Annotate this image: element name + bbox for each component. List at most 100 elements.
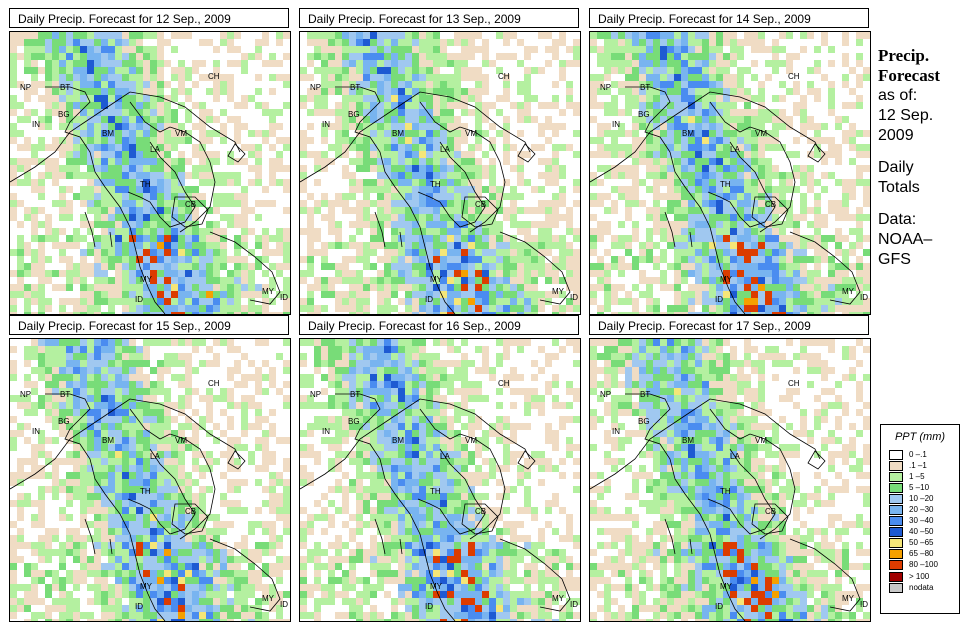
precip-cell	[66, 416, 73, 423]
precip-cell	[730, 207, 737, 214]
precip-cell	[262, 242, 269, 249]
precip-cell	[241, 256, 248, 263]
precip-cell	[143, 598, 150, 605]
precip-cell	[185, 137, 192, 144]
precip-cell	[730, 81, 737, 88]
precip-cell	[45, 228, 52, 235]
precip-cell	[108, 200, 115, 207]
precip-cell	[171, 584, 178, 591]
precip-cell	[150, 60, 157, 67]
precip-cell	[552, 207, 559, 214]
precip-cell	[38, 179, 45, 186]
precip-cell	[94, 214, 101, 221]
precip-cell	[342, 46, 349, 53]
precip-cell	[122, 116, 129, 123]
precip-cell	[419, 130, 426, 137]
precip-cell	[391, 291, 398, 298]
precip-cell	[38, 360, 45, 367]
precip-cell	[178, 249, 185, 256]
precip-cell	[454, 116, 461, 123]
precip-cell	[136, 598, 143, 605]
precip-cell	[419, 123, 426, 130]
precip-cell	[821, 32, 828, 39]
precip-cell	[213, 95, 220, 102]
precip-cell	[646, 151, 653, 158]
precip-cell	[178, 591, 185, 598]
precip-cell	[384, 116, 391, 123]
precip-cell	[136, 549, 143, 556]
precip-cell	[241, 591, 248, 598]
precip-cell	[793, 81, 800, 88]
precip-cell	[150, 549, 157, 556]
precip-cell	[314, 95, 321, 102]
precip-cell	[632, 123, 639, 130]
precip-cell	[835, 270, 842, 277]
precip-cell	[475, 179, 482, 186]
precip-cell	[412, 46, 419, 53]
precip-cell	[772, 95, 779, 102]
precip-cell	[17, 430, 24, 437]
precip-cell	[283, 556, 290, 563]
precip-cell	[227, 193, 234, 200]
precip-cell	[426, 207, 433, 214]
precip-cell	[80, 144, 87, 151]
precip-cell	[482, 221, 489, 228]
precip-cell	[150, 137, 157, 144]
precip-cell	[80, 563, 87, 570]
precip-cell	[842, 81, 849, 88]
precip-cell	[552, 46, 559, 53]
precip-cell	[433, 81, 440, 88]
precip-cell	[723, 284, 730, 291]
precip-cell	[737, 256, 744, 263]
precip-cell	[335, 277, 342, 284]
precip-cell	[129, 123, 136, 130]
precip-cell	[94, 556, 101, 563]
precip-cell	[681, 312, 688, 314]
precip-cell	[639, 81, 646, 88]
precip-cell	[632, 284, 639, 291]
precip-cell	[744, 67, 751, 74]
precip-cell	[87, 109, 94, 116]
precip-cell	[468, 186, 475, 193]
precip-cell	[87, 270, 94, 277]
precip-cell	[52, 402, 59, 409]
precip-cell	[101, 570, 108, 577]
precip-cell	[213, 284, 220, 291]
precip-cell	[611, 144, 618, 151]
precip-cell	[87, 284, 94, 291]
precip-cell	[559, 144, 566, 151]
precip-cell	[632, 137, 639, 144]
precip-cell	[709, 151, 716, 158]
precip-cell	[625, 312, 632, 314]
precip-cell	[220, 500, 227, 507]
precip-cell	[440, 74, 447, 81]
precip-cell	[199, 507, 206, 514]
precip-cell	[618, 186, 625, 193]
precip-cell	[255, 263, 262, 270]
precip-cell	[800, 235, 807, 242]
precip-cell	[122, 102, 129, 109]
precip-cell	[108, 353, 115, 360]
precip-cell	[800, 46, 807, 53]
precip-cell	[590, 228, 597, 235]
precip-cell	[468, 193, 475, 200]
precip-cell	[213, 172, 220, 179]
precip-cell	[454, 305, 461, 312]
precip-cell	[737, 179, 744, 186]
precip-cell	[786, 235, 793, 242]
precip-cell	[17, 179, 24, 186]
precip-cell	[454, 137, 461, 144]
precip-cell	[66, 388, 73, 395]
precip-cell	[248, 528, 255, 535]
precip-cell	[115, 186, 122, 193]
precip-cell	[723, 74, 730, 81]
precip-cell	[475, 305, 482, 312]
precip-cell	[262, 249, 269, 256]
precip-cell	[129, 179, 136, 186]
precip-cell	[234, 291, 241, 298]
precip-cell	[433, 221, 440, 228]
precip-cell	[405, 228, 412, 235]
precip-cell	[398, 109, 405, 116]
precip-cell	[276, 179, 283, 186]
precip-cell	[94, 577, 101, 584]
